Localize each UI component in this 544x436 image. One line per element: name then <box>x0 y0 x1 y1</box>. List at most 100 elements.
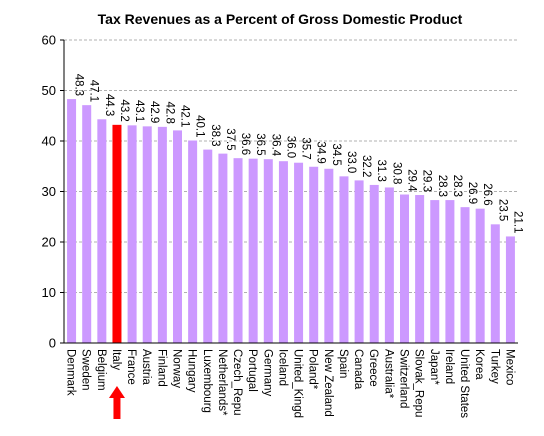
bar <box>82 105 92 344</box>
bar <box>112 124 122 343</box>
data-label: 26.6 <box>481 183 493 205</box>
gridlines <box>64 39 518 293</box>
bar <box>369 184 379 343</box>
category-label: Greece <box>367 349 379 387</box>
data-label: 42.8 <box>163 101 175 123</box>
data-label: 40.1 <box>194 115 206 137</box>
category-label: New Zealand <box>322 349 334 417</box>
bar <box>324 168 334 343</box>
data-label: 42.1 <box>179 105 191 127</box>
bar <box>339 176 349 343</box>
category-label: Japan* <box>428 349 440 385</box>
bar <box>97 119 107 343</box>
y-tick-label: 20 <box>42 235 56 250</box>
data-label: 44.3 <box>103 94 115 116</box>
category-label: Hungary <box>186 349 198 393</box>
bar <box>218 153 228 343</box>
bar <box>233 158 243 343</box>
category-label: Italy <box>110 349 122 370</box>
category-label: Poland* <box>307 349 319 390</box>
category-label: Finland <box>155 349 167 387</box>
y-tick-label: 10 <box>42 285 56 300</box>
category-label: Switzerland <box>398 349 410 408</box>
bar <box>475 208 485 343</box>
category-label: Netherlands* <box>216 349 228 416</box>
data-label: 28.3 <box>451 175 463 197</box>
bar <box>430 200 440 343</box>
category-labels: Denmark Sweden Belgium Italy France Austria Fi… <box>65 349 516 418</box>
bar <box>354 180 364 343</box>
y-tick-label: 40 <box>42 134 56 149</box>
bar <box>127 125 137 343</box>
data-label: 48.3 <box>73 74 85 96</box>
data-label: 32.2 <box>360 155 372 177</box>
bar <box>309 166 319 343</box>
bar <box>445 200 455 343</box>
category-label: Canada <box>352 349 364 390</box>
y-tick-label: 60 <box>42 33 56 48</box>
category-label: Denmark <box>65 349 77 396</box>
y-tick-label: 0 <box>49 336 56 351</box>
chart-title: Tax Revenues as a Percent of Gross Domes… <box>98 11 463 27</box>
category-label: Ireland <box>443 349 455 384</box>
data-label: 34.5 <box>330 143 342 165</box>
data-label: 34.9 <box>315 141 327 163</box>
bar <box>173 130 182 343</box>
data-label: 28.3 <box>436 175 448 197</box>
data-label: 23.5 <box>496 199 508 221</box>
data-label: 33.0 <box>345 151 357 173</box>
bar <box>248 158 258 343</box>
bar <box>278 161 288 343</box>
category-label: Slovak_Repu <box>413 349 425 417</box>
y-tick-label: 50 <box>42 83 56 98</box>
bar <box>142 126 152 343</box>
data-label: 43.1 <box>133 100 145 122</box>
data-label: 35.7 <box>300 137 312 159</box>
category-label: Germany <box>261 349 273 397</box>
bar <box>67 99 77 344</box>
data-label: 36.0 <box>284 136 296 158</box>
bar <box>294 162 304 343</box>
data-label: 36.4 <box>269 134 281 157</box>
category-label: Sweden <box>80 349 92 391</box>
data-label: 47.1 <box>88 80 100 102</box>
data-label: 37.5 <box>224 128 236 150</box>
data-label: 30.8 <box>390 162 402 184</box>
bar <box>157 126 167 343</box>
data-labels: 48.3 47.144.3 43.2 43.1 42.9 42.8 42.1 40.1 38.3… <box>73 74 524 234</box>
data-label: 42.9 <box>148 101 160 123</box>
bar <box>188 140 198 343</box>
category-label: Turkey <box>488 349 500 384</box>
category-label: Czech_Repu <box>231 349 243 415</box>
category-label: Spain <box>337 349 349 378</box>
data-label: 43.2 <box>118 99 130 121</box>
bars <box>67 99 515 344</box>
data-label: 21.1 <box>511 211 523 233</box>
highlight-arrow-icon <box>108 386 125 419</box>
category-label: Korea <box>473 349 485 380</box>
category-label: Iceland <box>276 349 288 386</box>
bar <box>490 224 500 343</box>
bar <box>203 149 213 343</box>
bar <box>460 207 470 343</box>
bar <box>263 159 273 343</box>
category-label: Belgium <box>95 349 107 391</box>
category-label: Portugal <box>246 349 258 392</box>
category-label: Mexico <box>503 349 515 385</box>
data-label: 38.3 <box>209 124 221 146</box>
data-label: 36.6 <box>239 133 251 155</box>
category-label: Austria <box>140 349 152 385</box>
bar <box>400 194 409 343</box>
y-tick-label: 30 <box>42 184 56 199</box>
bar <box>384 187 394 343</box>
category-label: United_Kingd <box>292 349 304 418</box>
bar <box>415 195 425 343</box>
category-label: Norway <box>171 349 183 388</box>
category-label: Australia* <box>382 349 394 399</box>
data-label: 36.5 <box>254 133 266 155</box>
category-label: United States <box>458 349 470 418</box>
bar <box>505 236 515 343</box>
data-label: 31.3 <box>375 160 387 182</box>
data-label: 29.4 <box>406 169 418 192</box>
